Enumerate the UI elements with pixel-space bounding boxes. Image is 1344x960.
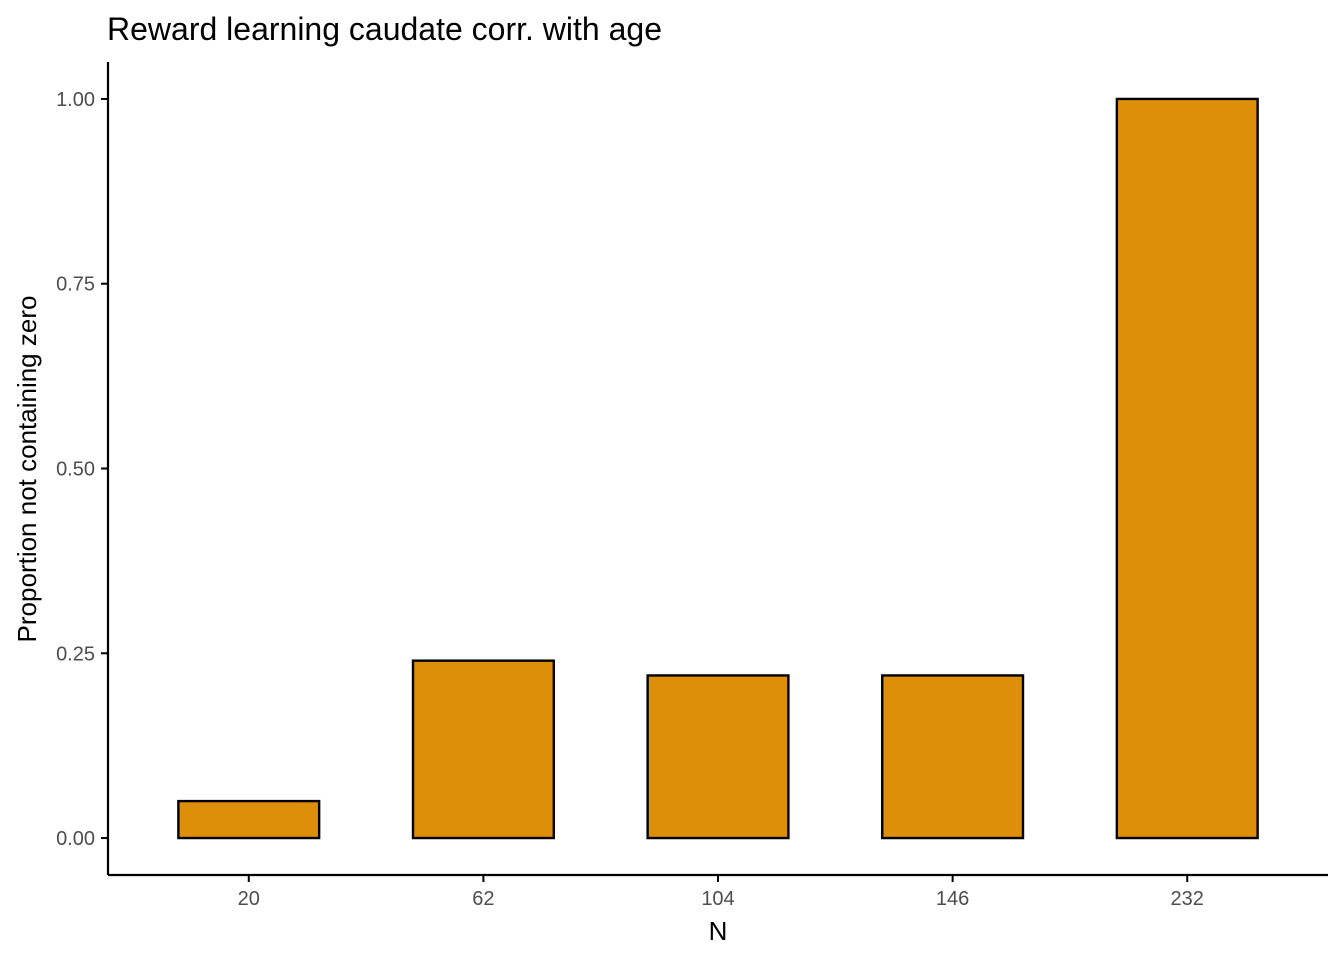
y-tick-label: 0.00 bbox=[56, 828, 95, 850]
x-tick-label: 62 bbox=[472, 888, 494, 910]
y-tick-label: 0.50 bbox=[56, 459, 95, 481]
x-tick-label: 146 bbox=[936, 888, 969, 910]
bar-232 bbox=[1115, 97, 1259, 840]
bar-62 bbox=[411, 659, 555, 840]
x-axis-ticks: 20 62 104 146 232 bbox=[238, 875, 1204, 910]
y-axis-title: Proportion not containing zero bbox=[12, 296, 42, 643]
plot-area bbox=[177, 97, 1259, 840]
y-tick-label: 1.00 bbox=[56, 89, 95, 111]
x-tick-label: 232 bbox=[1171, 888, 1204, 910]
chart-title: Reward learning caudate corr. with age bbox=[107, 11, 662, 47]
bar-20 bbox=[177, 799, 321, 840]
x-axis-title: N bbox=[709, 916, 728, 946]
y-tick-label: 0.25 bbox=[56, 643, 95, 665]
bar-104 bbox=[646, 674, 790, 840]
x-tick-label: 104 bbox=[701, 888, 734, 910]
y-tick-label: 0.75 bbox=[56, 274, 95, 296]
x-tick-label: 20 bbox=[238, 888, 260, 910]
bar-146 bbox=[881, 674, 1025, 840]
y-axis-ticks: 0.00 0.25 0.50 0.75 1.00 bbox=[56, 89, 108, 850]
